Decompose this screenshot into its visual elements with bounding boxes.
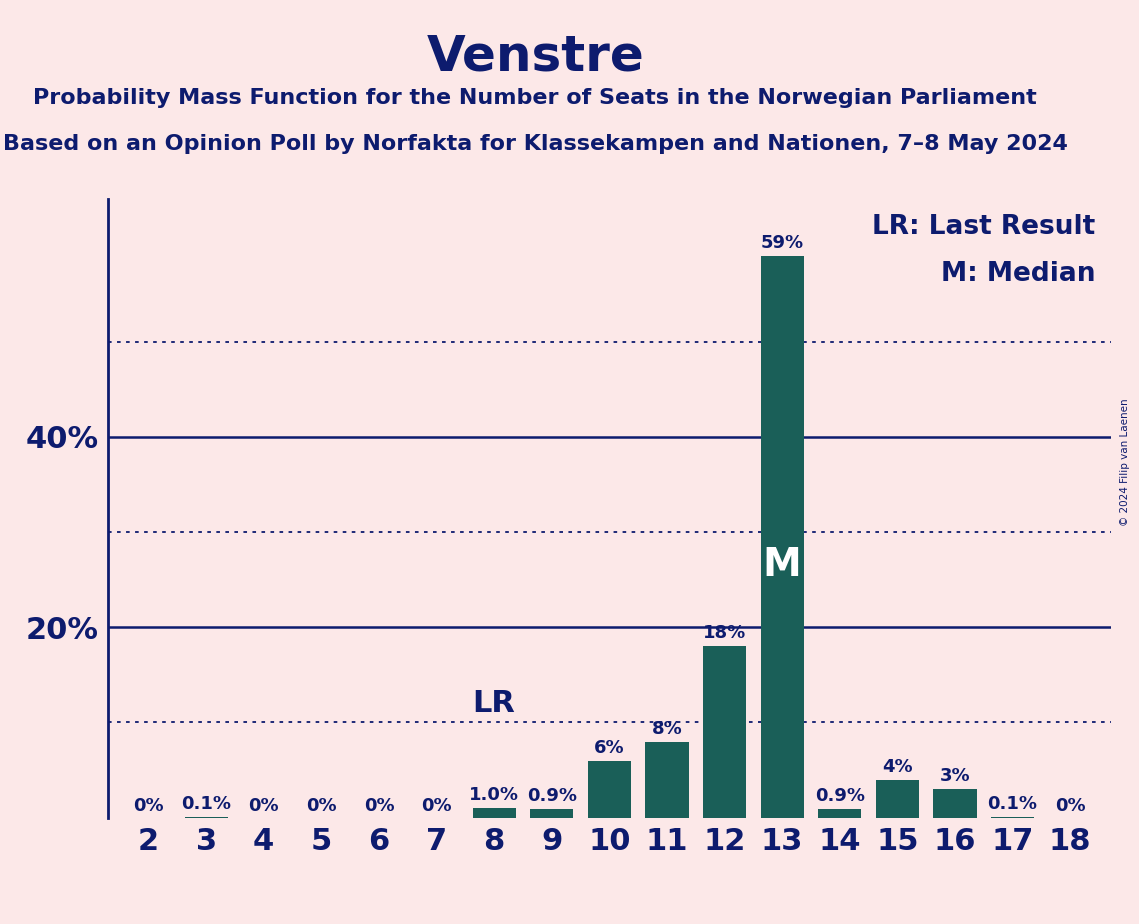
Bar: [646, 742, 689, 818]
Text: Based on an Opinion Poll by Norfakta for Klassekampen and Nationen, 7–8 May 2024: Based on an Opinion Poll by Norfakta for…: [3, 134, 1067, 154]
Text: 0%: 0%: [248, 796, 279, 815]
Text: Venstre: Venstre: [426, 32, 645, 80]
Text: 1.0%: 1.0%: [469, 786, 519, 805]
Text: M: M: [763, 546, 802, 584]
Text: 0.9%: 0.9%: [526, 787, 576, 806]
Bar: [473, 808, 516, 818]
Bar: [185, 817, 228, 818]
Bar: [761, 256, 804, 818]
Text: 6%: 6%: [595, 739, 624, 757]
Text: 59%: 59%: [761, 234, 804, 252]
Text: 0%: 0%: [133, 796, 164, 815]
Text: 0.1%: 0.1%: [988, 795, 1038, 813]
Text: 0%: 0%: [363, 796, 394, 815]
Bar: [530, 809, 573, 818]
Text: 3%: 3%: [940, 767, 970, 785]
Text: M: Median: M: Median: [941, 261, 1096, 286]
Text: LR: LR: [473, 688, 516, 718]
Text: Probability Mass Function for the Number of Seats in the Norwegian Parliament: Probability Mass Function for the Number…: [33, 88, 1038, 108]
Bar: [818, 809, 861, 818]
Text: 0.1%: 0.1%: [181, 795, 231, 813]
Text: 0%: 0%: [306, 796, 337, 815]
Text: LR: Last Result: LR: Last Result: [872, 214, 1096, 240]
Text: © 2024 Filip van Laenen: © 2024 Filip van Laenen: [1120, 398, 1130, 526]
Text: 18%: 18%: [703, 625, 746, 642]
Bar: [703, 646, 746, 818]
Bar: [876, 780, 919, 818]
Text: 8%: 8%: [652, 720, 682, 737]
Bar: [991, 817, 1034, 818]
Bar: [933, 789, 976, 818]
Text: 0%: 0%: [1055, 796, 1085, 815]
Bar: [588, 760, 631, 818]
Text: 0%: 0%: [421, 796, 452, 815]
Text: 4%: 4%: [882, 758, 912, 776]
Text: 0.9%: 0.9%: [814, 787, 865, 806]
